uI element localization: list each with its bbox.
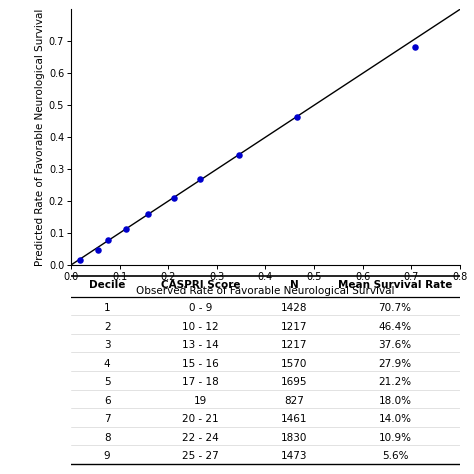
Text: 0 - 9: 0 - 9 [189,303,212,313]
Text: 70.7%: 70.7% [379,303,411,313]
Text: 22 - 24: 22 - 24 [182,433,219,443]
Point [76,256,84,264]
Point [122,225,129,233]
Text: 1695: 1695 [281,377,308,387]
Text: 827: 827 [284,396,304,406]
Text: 4: 4 [104,359,110,369]
Text: 1830: 1830 [281,433,308,443]
Text: N: N [290,280,299,290]
Y-axis label: Predicted Rate of Favorable Neurological Survival: Predicted Rate of Favorable Neurological… [35,9,45,266]
Text: 1473: 1473 [281,451,308,461]
Text: 20 - 21: 20 - 21 [182,414,219,424]
Text: 13 - 14: 13 - 14 [182,340,219,350]
Point [94,246,102,254]
Point [235,151,243,159]
Text: 7: 7 [104,414,110,424]
Point [170,194,178,202]
Text: 1217: 1217 [281,340,308,350]
Text: Decile: Decile [89,280,125,290]
Text: 8: 8 [104,433,110,443]
Text: 19: 19 [194,396,207,406]
Text: 1570: 1570 [281,359,308,369]
Text: 1217: 1217 [281,321,308,331]
Point [104,237,111,244]
Text: 1428: 1428 [281,303,308,313]
Text: 1: 1 [104,303,110,313]
Text: 46.4%: 46.4% [378,321,411,331]
Text: 6: 6 [104,396,110,406]
Text: 1461: 1461 [281,414,308,424]
Text: 27.9%: 27.9% [378,359,411,369]
Text: Mean Survival Rate: Mean Survival Rate [338,280,452,290]
Text: 3: 3 [104,340,110,350]
Point [144,210,152,218]
Text: 21.2%: 21.2% [378,377,411,387]
Text: 2: 2 [104,321,110,331]
Text: 10 - 12: 10 - 12 [182,321,219,331]
Text: 10.9%: 10.9% [379,433,411,443]
Point [411,43,419,51]
X-axis label: Observed Rate of Favorable Neurological Survival: Observed Rate of Favorable Neurological … [136,286,395,296]
Text: 9: 9 [104,451,110,461]
Text: 18.0%: 18.0% [379,396,411,406]
Text: 17 - 18: 17 - 18 [182,377,219,387]
Text: 15 - 16: 15 - 16 [182,359,219,369]
Text: 37.6%: 37.6% [378,340,411,350]
Text: CASPRI Score: CASPRI Score [161,280,240,290]
Text: 5: 5 [104,377,110,387]
Text: 14.0%: 14.0% [379,414,411,424]
Text: 5.6%: 5.6% [382,451,408,461]
Point [293,113,301,121]
Point [196,175,204,182]
Text: 25 - 27: 25 - 27 [182,451,219,461]
